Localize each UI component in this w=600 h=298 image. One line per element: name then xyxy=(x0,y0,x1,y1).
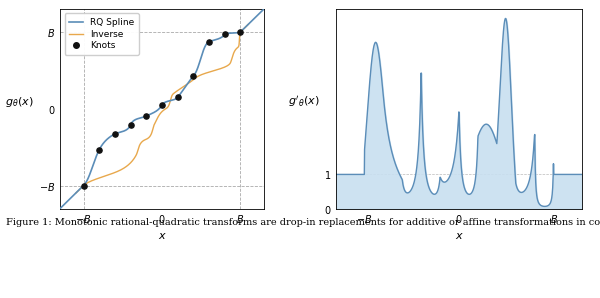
Text: Figure 1: Monotonic rational-quadratic transforms are drop-in replacements for a: Figure 1: Monotonic rational-quadratic t… xyxy=(6,218,600,227)
Point xyxy=(110,131,120,136)
X-axis label: $x$: $x$ xyxy=(158,231,166,241)
Point xyxy=(173,95,182,100)
Point xyxy=(220,32,230,37)
Point xyxy=(142,114,151,119)
X-axis label: $x$: $x$ xyxy=(455,231,463,241)
Point xyxy=(94,147,104,152)
Point xyxy=(188,74,198,78)
Legend: RQ Spline, Inverse, Knots: RQ Spline, Inverse, Knots xyxy=(65,13,139,55)
Point xyxy=(236,30,245,34)
Y-axis label: $g'_\theta(x)$: $g'_\theta(x)$ xyxy=(289,94,320,109)
Point xyxy=(157,103,167,108)
Y-axis label: $g_\theta(x)$: $g_\theta(x)$ xyxy=(5,95,34,109)
Point xyxy=(126,122,136,127)
Point xyxy=(79,183,88,188)
Point xyxy=(204,39,214,44)
